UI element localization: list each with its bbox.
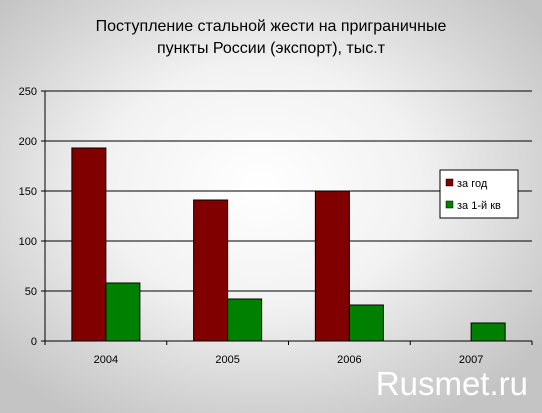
bar-za-1-kv-2005	[227, 298, 263, 342]
x-tick-label-2007: 2007	[459, 354, 483, 366]
bar-za-god-2004	[71, 147, 107, 342]
bar-za-1-kv-2007	[470, 322, 506, 342]
bar-za-god-2006	[314, 190, 350, 342]
bars	[71, 147, 506, 342]
legend-swatch-za-1-kv	[445, 200, 454, 209]
y-tick-label-150: 150	[19, 186, 37, 198]
legend-box	[439, 169, 519, 219]
y-tick-label-50: 50	[25, 286, 37, 298]
x-axis-ticks: 2004 2005 2006 2007	[44, 341, 533, 366]
x-tick-label-2005: 2005	[215, 354, 239, 366]
x-tick-label-2006: 2006	[337, 354, 361, 366]
chart-title-line-1: Поступление стальной жести на приграничн…	[96, 18, 447, 35]
watermark-text: Rusmet.ru	[376, 365, 528, 402]
legend-label-za-god: за год	[457, 178, 488, 190]
legend-label-za-1-kv: за 1-й кв	[457, 200, 501, 212]
legend-swatch-za-god	[445, 178, 454, 187]
y-tick-label-200: 200	[19, 136, 37, 148]
x-tick-label-2004: 2004	[94, 354, 118, 366]
bar-za-1-kv-2004	[105, 282, 141, 342]
legend: за год за 1-й кв	[439, 169, 519, 219]
chart-title-line-2: пункты России (экспорт), тыс.т	[157, 40, 386, 57]
bar-za-god-2005	[193, 199, 229, 342]
y-tick-label-0: 0	[31, 336, 37, 348]
y-tick-label-250: 250	[19, 86, 37, 98]
bar-za-1-kv-2006	[348, 304, 384, 342]
y-axis-ticks: 0 50 100 150 200 250	[19, 86, 45, 348]
y-tick-label-100: 100	[19, 236, 37, 248]
